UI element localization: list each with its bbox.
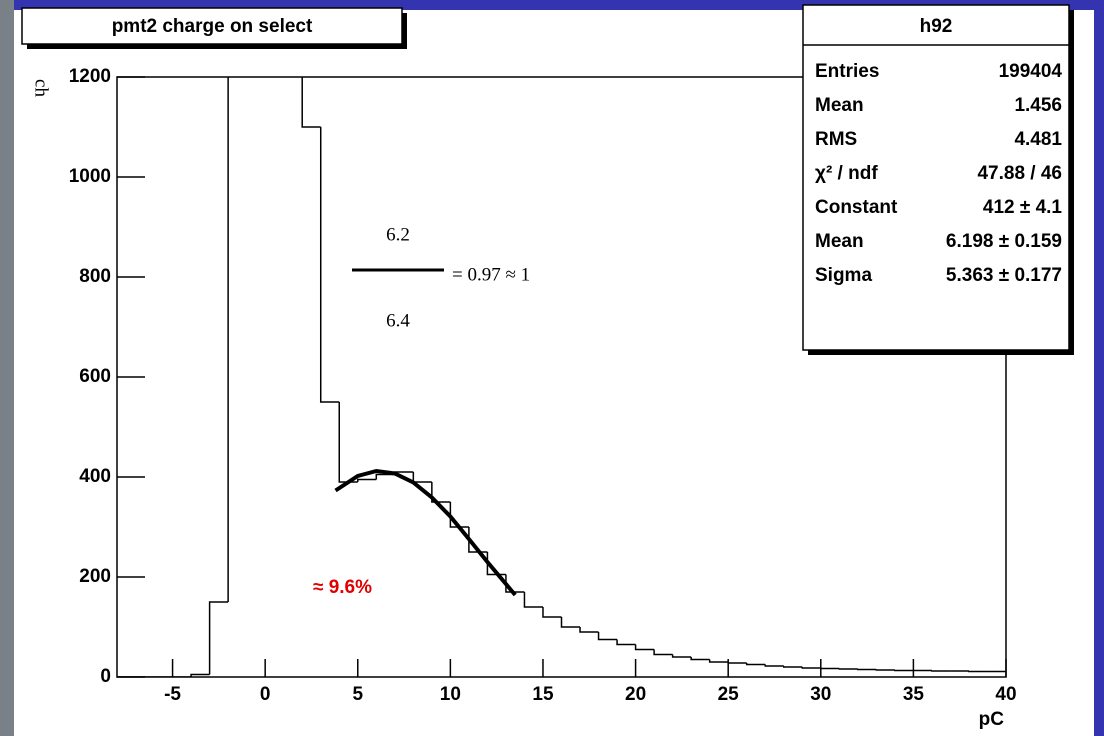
histogram-bin [357, 478, 377, 482]
formula-denominator: 6.4 [386, 310, 410, 331]
stats-value: 47.88 / 46 [977, 163, 1062, 184]
histogram-bin [857, 668, 877, 671]
histogram-bin [708, 659, 729, 663]
histogram-bin [190, 673, 210, 677]
histogram-bin [431, 482, 451, 503]
stats-label: Mean [815, 231, 864, 252]
y-tick-label: 0 [100, 666, 111, 687]
x-tick-label: 25 [718, 684, 740, 705]
stats-value: 6.198 ± 0.159 [946, 231, 1062, 252]
histogram-bin [542, 607, 562, 618]
histogram-bin [208, 601, 229, 675]
histogram-bin [227, 77, 229, 602]
y-axis-label: ch [31, 79, 52, 97]
histogram-bin [301, 77, 321, 128]
title-box [21, 7, 403, 45]
fit-curve [334, 468, 517, 597]
histogram-bin [449, 502, 469, 528]
histogram-bin [560, 617, 581, 628]
left-strip [0, 0, 14, 736]
y-tick-label: 800 [79, 266, 111, 287]
stats-box: h92 Entries 199404 Mean 1.456 RMS 4.481 χ² / n… [802, 4, 1074, 355]
histogram-bin [319, 127, 340, 403]
stats-value: 412 ± 4.1 [983, 197, 1063, 218]
x-tick-label: 20 [625, 684, 646, 705]
y-tick-label: 200 [79, 566, 111, 587]
stats-label: Sigma [815, 265, 872, 286]
histogram-bin [894, 669, 914, 672]
histogram-bin [875, 669, 895, 671]
stats-label: Entries [815, 61, 879, 82]
histogram-bin [801, 667, 821, 669]
histogram-bin [634, 644, 655, 651]
histogram-bin [523, 592, 543, 608]
stats-value: 4.481 [1014, 129, 1062, 150]
y-tick-label: 1000 [69, 166, 111, 187]
histogram-bin [690, 657, 710, 661]
histogram-bin [838, 668, 858, 670]
histogram-bin [745, 663, 766, 666]
x-tick-label: -5 [164, 684, 181, 705]
x-tick-label: 10 [440, 684, 461, 705]
y-tick-label: 400 [79, 466, 111, 487]
note: ≈ 9.6% [313, 577, 372, 598]
histogram-bin [505, 574, 525, 593]
stats-label: Constant [815, 197, 898, 218]
histogram-bin [764, 664, 784, 667]
x-tick-label: 5 [352, 684, 363, 705]
histogram-bin [597, 632, 618, 641]
histogram-bin [783, 666, 803, 668]
plot-area [117, 77, 1006, 677]
stats-label: RMS [815, 129, 857, 150]
stats-label: χ² / ndf [815, 163, 878, 184]
stats-value: 5.363 ± 0.177 [946, 265, 1062, 286]
histogram-bin [931, 670, 951, 672]
y-tick-label: 1200 [69, 66, 111, 87]
x-tick-label: 0 [260, 684, 271, 705]
stats-label: Mean [815, 95, 864, 116]
chart-title: pmt2 charge on select [112, 16, 313, 37]
histogram-bin [968, 670, 988, 673]
x-tick-label: 15 [532, 684, 554, 705]
histogram-bin [616, 639, 636, 646]
stats-panel [802, 4, 1070, 351]
formula-result: = 0.97 ≈ 1 [452, 264, 530, 285]
stats-value: 1.456 [1014, 95, 1062, 116]
x-axis-label: pC [979, 709, 1005, 730]
stats-value: 199404 [999, 61, 1063, 82]
formula-numerator: 6.2 [386, 224, 410, 245]
histogram-bin [820, 667, 840, 670]
x-tick-label: 40 [995, 684, 1016, 705]
x-tick-label: 30 [810, 684, 831, 705]
histogram-bin [653, 649, 673, 656]
histogram-bin [579, 627, 599, 633]
histogram-bin [671, 654, 692, 658]
y-tick-label: 600 [79, 366, 111, 387]
stats-title: h92 [920, 16, 953, 37]
x-tick-label: 35 [903, 684, 925, 705]
